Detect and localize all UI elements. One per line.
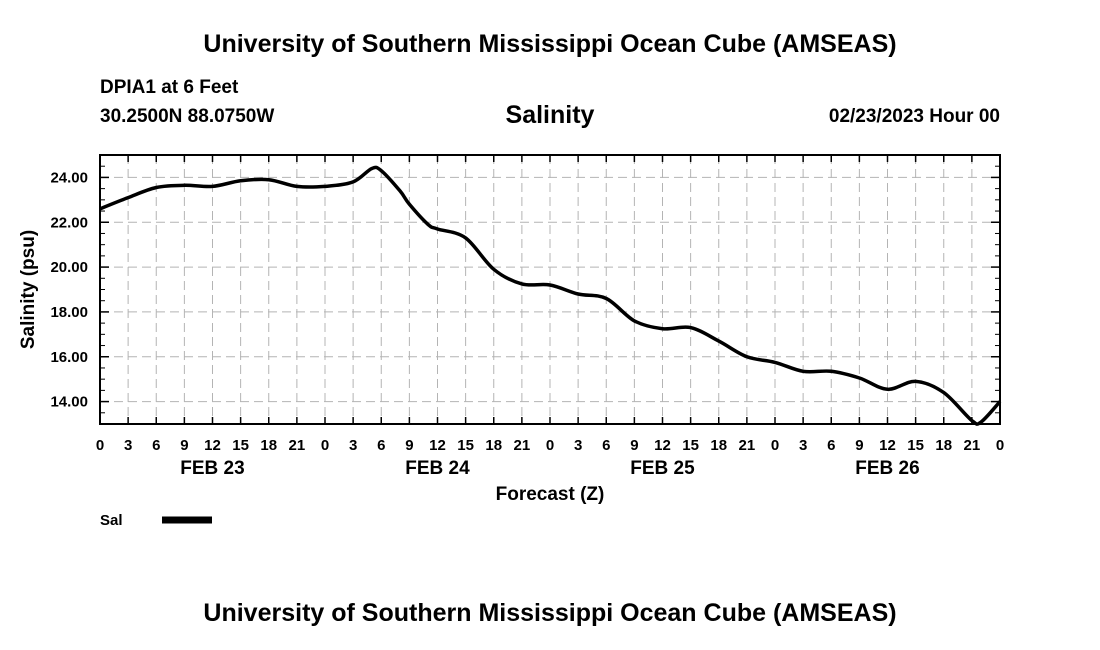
x-tick-label: 3 [574, 437, 582, 454]
x-tick-label: 9 [855, 437, 863, 454]
x-tick-label: 18 [260, 437, 277, 454]
x-tick-label: 6 [827, 437, 835, 454]
y-tick-label: 16.00 [50, 349, 88, 366]
x-tick-label: 15 [457, 437, 474, 454]
x-tick-label: 9 [405, 437, 413, 454]
x-tick-label: 15 [907, 437, 924, 454]
x-tick-label: 9 [630, 437, 638, 454]
y-tick-labels: 14.00 16.00 18.00 20.00 22.00 24.00 [50, 169, 88, 410]
x-tick-labels: 0 3 6 9 12 15 18 21 0 3 6 9 12 15 18 21 0 3 6 9 12 15 18 21 0 3 6 9… [96, 437, 1004, 454]
legend: Sal [100, 512, 212, 529]
x-tick-label: 3 [349, 437, 357, 454]
y-tick-label: 24.00 [50, 169, 88, 186]
plot-frame [99, 154, 1001, 425]
x-tick-label: 18 [710, 437, 727, 454]
x-tick-label: 0 [321, 437, 329, 454]
x-axis-label: Forecast (Z) [496, 484, 605, 505]
day-labels: FEB 23 FEB 24 FEB 25 FEB 26 [180, 458, 919, 479]
x-tick-label: 15 [232, 437, 249, 454]
x-tick-label: 18 [935, 437, 952, 454]
x-tick-label: 21 [289, 437, 306, 454]
series-layer [99, 165, 1002, 426]
x-tick-label: 3 [124, 437, 132, 454]
x-tick-label: 0 [996, 437, 1004, 454]
x-tick-label: 18 [485, 437, 502, 454]
x-tick-label: 6 [152, 437, 160, 454]
major-ticks [99, 155, 1001, 424]
day-label: FEB 24 [405, 458, 470, 479]
x-tick-label: 0 [771, 437, 779, 454]
y-axis-label: Salinity (psu) [18, 230, 39, 349]
x-tick-label: 12 [879, 437, 896, 454]
series-line-sal [99, 165, 1002, 426]
x-tick-label: 21 [739, 437, 756, 454]
footer-title: University of Southern Mississippi Ocean… [203, 599, 897, 627]
x-tick-label: 9 [180, 437, 188, 454]
x-tick-label: 6 [377, 437, 385, 454]
x-tick-label: 3 [799, 437, 807, 454]
x-tick-label: 12 [429, 437, 446, 454]
y-tick-label: 14.00 [50, 394, 88, 411]
x-tick-label: 12 [204, 437, 221, 454]
y-tick-label: 18.00 [50, 304, 88, 321]
x-tick-label: 6 [602, 437, 610, 454]
x-tick-label: 0 [546, 437, 554, 454]
x-tick-label: 15 [682, 437, 699, 454]
legend-label: Sal [100, 512, 123, 529]
forecast-date: 02/23/2023 Hour 00 [828, 106, 1000, 127]
station-label: DPIA1 at 6 Feet [100, 77, 239, 98]
day-label: FEB 23 [180, 458, 244, 479]
x-tick-label: 21 [514, 437, 531, 454]
y-tick-label: 22.00 [50, 214, 88, 231]
x-tick-label: 21 [964, 437, 981, 454]
grid [100, 155, 1000, 424]
y-tick-label: 20.00 [50, 259, 88, 276]
day-label: FEB 26 [855, 458, 919, 479]
day-label: FEB 25 [630, 458, 695, 479]
chart-title: Salinity [505, 101, 595, 129]
x-tick-label: 12 [654, 437, 671, 454]
page-title: University of Southern Mississippi Ocean… [203, 30, 897, 58]
x-tick-label: 0 [96, 437, 104, 454]
coordinates-label: 30.2500N 88.0750W [100, 106, 275, 127]
